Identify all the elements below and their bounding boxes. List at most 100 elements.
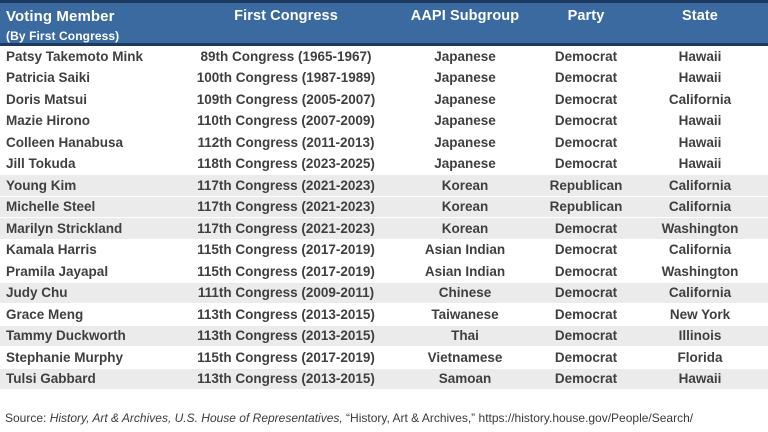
cell-first-congress: 117th Congress (2021-2023) [197,177,375,193]
cell-first-congress: 115th Congress (2017-2019) [197,349,375,365]
cell-member-name: Young Kim [6,177,77,193]
column-header-aapi-subgroup: AAPI Subgroup [410,8,520,24]
cell-first-congress: 111th Congress (2009-2011) [197,285,375,301]
table-row: Mazie Hirono 110th Congress (2007-2009) … [0,110,768,132]
cell-party: Democrat [554,91,618,107]
cell-member-name: Tammy Duckworth [6,328,126,344]
cell-aapi-subgroup: Japanese [434,91,496,107]
cell-first-congress: 115th Congress (2017-2019) [197,242,375,258]
cell-first-congress: 113th Congress (2013-2015) [197,306,375,322]
table-row: Stephanie Murphy 115th Congress (2017-20… [0,347,768,369]
cell-aapi-subgroup: Asian Indian [424,242,506,258]
source-italic-text: History, Art & Archives, U.S. House of R… [49,411,343,425]
cell-aapi-subgroup: Samoan [438,371,492,387]
table-row: Grace Meng 113th Congress (2013-2015) Ta… [0,304,768,326]
column-header-state: State [682,8,718,24]
cell-member-name: Grace Meng [6,306,84,322]
cell-state: Hawaii [678,70,722,86]
cell-member-name: Mazie Hirono [6,113,91,129]
table-row: Young Kim 117th Congress (2021-2023) Kor… [0,175,768,197]
column-header-voting-member-title: Voting Member [6,8,115,25]
cell-first-congress: 100th Congress (1987-1989) [196,70,376,86]
table-row: Tammy Duckworth 113th Congress (2013-201… [0,325,768,347]
cell-first-congress: 89th Congress (1965-1967) [200,48,372,64]
cell-member-name: Pramila Jayapal [6,263,109,279]
cell-state: New York [669,306,731,322]
cell-aapi-subgroup: Japanese [434,113,496,129]
cell-aapi-subgroup: Japanese [434,70,496,86]
cell-first-congress: 113th Congress (2013-2015) [197,328,375,344]
table-row: Pramila Jayapal 115th Congress (2017-201… [0,261,768,283]
cell-party: Republican [549,177,623,193]
cell-member-name: Michelle Steel [6,199,96,215]
cell-party: Democrat [554,48,618,64]
cell-first-congress: 109th Congress (2005-2007) [196,91,376,107]
cell-party: Democrat [554,113,618,129]
cell-party: Democrat [554,70,618,86]
cell-aapi-subgroup: Vietnamese [427,349,503,365]
table-body: Patsy Takemoto Mink 89th Congress (1965-… [0,46,768,390]
cell-party: Republican [549,199,623,215]
cell-aapi-subgroup: Thai [451,328,479,344]
cell-aapi-subgroup: Japanese [434,48,496,64]
cell-state: Hawaii [678,371,722,387]
cell-state: Hawaii [678,48,722,64]
cell-first-congress: 113th Congress (2013-2015) [197,371,375,387]
cell-aapi-subgroup: Taiwanese [431,306,499,322]
cell-party: Democrat [554,306,618,322]
cell-party: Democrat [554,134,618,150]
cell-state: Washington [661,220,739,236]
cell-state: Illinois [678,328,722,344]
cell-member-name: Patricia Saiki [6,70,91,86]
table-row: Patricia Saiki 100th Congress (1987-1989… [0,67,768,89]
cell-member-name: Kamala Harris [6,242,97,258]
column-header-first-congress: First Congress [234,8,338,24]
source-quoted-text: “History, Art & Archives,” [346,411,476,425]
cell-aapi-subgroup: Korean [441,220,489,236]
cell-first-congress: 110th Congress (2007-2009) [197,113,375,129]
column-header-voting-member: Voting Member (By First Congress) [0,3,182,43]
cell-first-congress: 117th Congress (2021-2023) [197,220,375,236]
cell-party: Democrat [554,242,618,258]
cell-member-name: Stephanie Murphy [6,349,124,365]
cell-state: California [668,177,732,193]
cell-party: Democrat [554,371,618,387]
source-url: https://history.house.gov/People/Search/ [478,411,694,425]
cell-state: California [668,199,732,215]
cell-member-name: Patsy Takemoto Mink [6,48,144,64]
source-prefix: Source: [5,411,47,425]
cell-aapi-subgroup: Korean [441,177,489,193]
table-row: Patsy Takemoto Mink 89th Congress (1965-… [0,46,768,68]
cell-state: Florida [677,349,723,365]
column-header-party: Party [567,8,605,24]
table-header-row: Voting Member (By First Congress) First … [0,0,768,46]
cell-state: Hawaii [678,156,722,172]
table-row: Jill Tokuda 118th Congress (2023-2025) J… [0,153,768,175]
cell-aapi-subgroup: Korean [441,199,489,215]
cell-member-name: Tulsi Gabbard [6,371,96,387]
source-citation: Source: History, Art & Archives, U.S. Ho… [5,411,693,425]
cell-aapi-subgroup: Japanese [434,156,496,172]
cell-aapi-subgroup: Chinese [438,285,492,301]
cell-first-congress: 118th Congress (2023-2025) [197,156,375,172]
cell-member-name: Jill Tokuda [6,156,76,172]
table-row: Tulsi Gabbard 113th Congress (2013-2015)… [0,368,768,390]
cell-first-congress: 115th Congress (2017-2019) [197,263,375,279]
cell-party: Democrat [554,220,618,236]
cell-state: Hawaii [678,134,722,150]
cell-state: Hawaii [678,113,722,129]
cell-member-name: Doris Matsui [6,91,88,107]
cell-first-congress: 112th Congress (2011-2013) [197,134,375,150]
cell-aapi-subgroup: Asian Indian [424,263,506,279]
table-row: Marilyn Strickland 117th Congress (2021-… [0,218,768,240]
cell-aapi-subgroup: Japanese [434,134,496,150]
table-row: Michelle Steel 117th Congress (2021-2023… [0,196,768,218]
cell-party: Democrat [554,328,618,344]
cell-party: Democrat [554,263,618,279]
cell-state: California [668,242,732,258]
cell-party: Democrat [554,349,618,365]
cell-party: Democrat [554,156,618,172]
cell-state: Washington [661,263,739,279]
table-row: Colleen Hanabusa 112th Congress (2011-20… [0,132,768,154]
